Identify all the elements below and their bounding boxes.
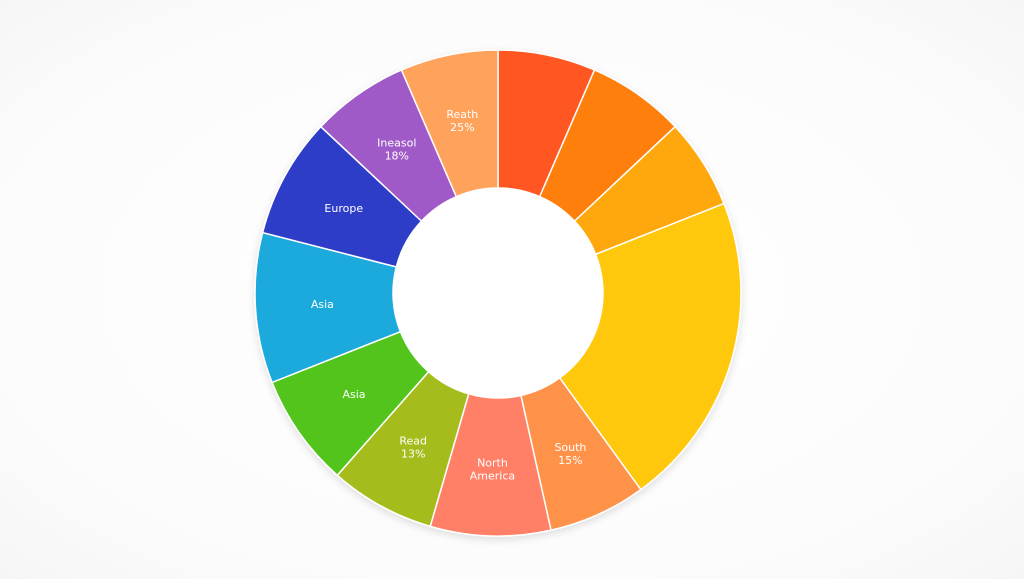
slice-label-line: Read: [399, 435, 427, 448]
slice-label-8: Asia: [342, 388, 365, 401]
slice-label-12: Reath 25%: [446, 108, 478, 134]
slice-label-6: North America: [470, 456, 515, 482]
slice-label-line: America: [470, 469, 515, 482]
donut-slices: [254, 49, 742, 537]
slice-label-9: Asia: [311, 298, 334, 311]
slice-label-11: Ineasol 18%: [377, 137, 416, 163]
slice-label-line: Europe: [324, 202, 363, 215]
slice-label-line: 18%: [385, 150, 409, 163]
slice-labels: South 15% North America Read 13% Asia Asia Europ…: [311, 108, 587, 482]
slice-label-line: Asia: [311, 298, 334, 311]
slice-label-line: 13%: [401, 448, 425, 461]
slice-label-line: 15%: [558, 454, 582, 467]
slice-label-10: Europe: [324, 202, 363, 215]
donut-hole: [393, 188, 603, 398]
slice-label-line: South: [554, 441, 586, 454]
slice-label-line: Reath: [446, 108, 478, 121]
slice-label-line: 25%: [450, 121, 474, 134]
donut-slice-4: [558, 202, 742, 491]
slice-label-line: Asia: [342, 388, 365, 401]
slice-label-line: Ineasol: [377, 137, 416, 150]
slice-label-line: North: [477, 456, 508, 469]
slice-label-7: Read 13%: [399, 435, 427, 461]
slice-label-5: South 15%: [554, 441, 586, 467]
